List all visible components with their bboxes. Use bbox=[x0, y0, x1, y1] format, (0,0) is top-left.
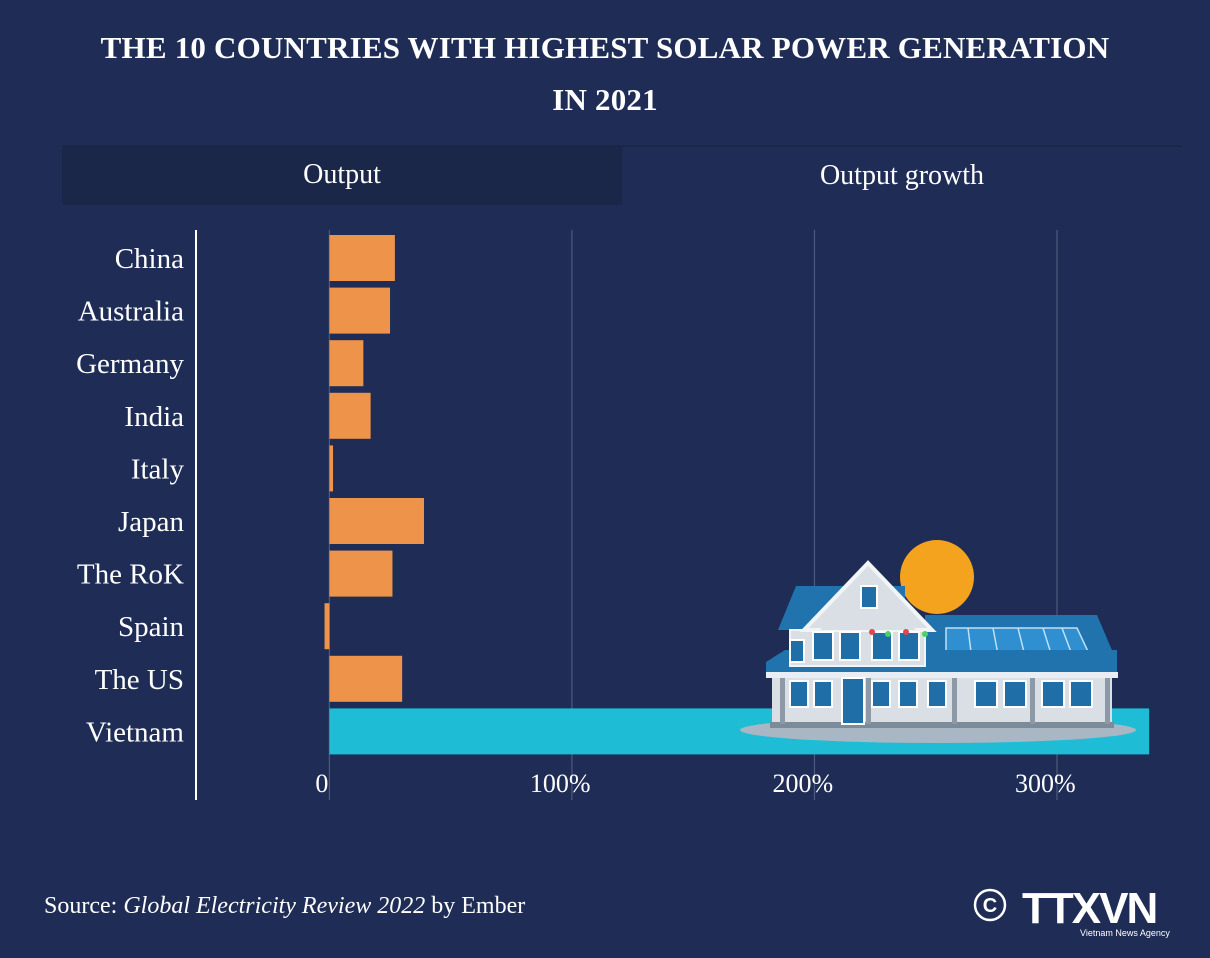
bar-india bbox=[329, 392, 371, 439]
x-tick-labels: 0 100% 200% 300% bbox=[315, 769, 1075, 798]
tab-output[interactable]: Output bbox=[62, 145, 622, 205]
category-label: India bbox=[124, 401, 184, 433]
front-door bbox=[841, 677, 865, 725]
bar-the-us bbox=[329, 655, 403, 702]
category-label: Vietnam bbox=[86, 716, 185, 748]
title-line-1: THE 10 COUNTRIES WITH HIGHEST SOLAR POWE… bbox=[100, 30, 1110, 65]
bar-japan bbox=[329, 498, 424, 544]
svg-text:C: C bbox=[983, 895, 997, 917]
bar-china bbox=[329, 235, 395, 281]
x-tick-label: 100% bbox=[530, 769, 591, 798]
ttxvn-logo: C TTXVN Vietnam News Agency bbox=[973, 885, 1170, 938]
bar-germany bbox=[329, 340, 364, 387]
category-label: Italy bbox=[131, 453, 185, 485]
category-label: China bbox=[115, 243, 184, 275]
chart-title: THE 10 COUNTRIES WITH HIGHEST SOLAR POWE… bbox=[0, 22, 1210, 126]
category-label: The US bbox=[95, 664, 184, 696]
sun-icon bbox=[900, 540, 974, 614]
category-label: Germany bbox=[76, 348, 184, 380]
copyright-icon bbox=[973, 888, 1007, 922]
tab-output-growth[interactable]: Output growth bbox=[622, 145, 1182, 205]
category-label: Japan bbox=[118, 506, 185, 538]
title-line-2: IN 2021 bbox=[552, 82, 658, 117]
source-prefix: Source: bbox=[44, 893, 124, 919]
logo-tagline: Vietnam News Agency bbox=[1080, 928, 1170, 938]
bar-italy bbox=[329, 445, 334, 492]
category-label: Australia bbox=[78, 296, 184, 328]
bar-spain bbox=[324, 603, 330, 650]
x-tick-label: 0 bbox=[315, 769, 328, 798]
x-tick-label: 200% bbox=[772, 769, 833, 798]
bar-the-rok bbox=[329, 550, 393, 597]
source-note: Source: Global Electricity Review 2022 b… bbox=[44, 893, 525, 920]
category-label: The RoK bbox=[77, 559, 184, 591]
source-title: Global Electricity Review 2022 bbox=[123, 893, 426, 919]
tab-bar: Output Output growth bbox=[62, 145, 1182, 205]
source-suffix: by Ember bbox=[425, 893, 526, 919]
category-label: Spain bbox=[118, 611, 185, 643]
bar-australia bbox=[329, 287, 391, 334]
solar-house-illustration bbox=[740, 540, 1136, 743]
x-tick-label: 300% bbox=[1015, 769, 1076, 798]
logo-wordmark: TTXVN bbox=[1022, 885, 1156, 933]
